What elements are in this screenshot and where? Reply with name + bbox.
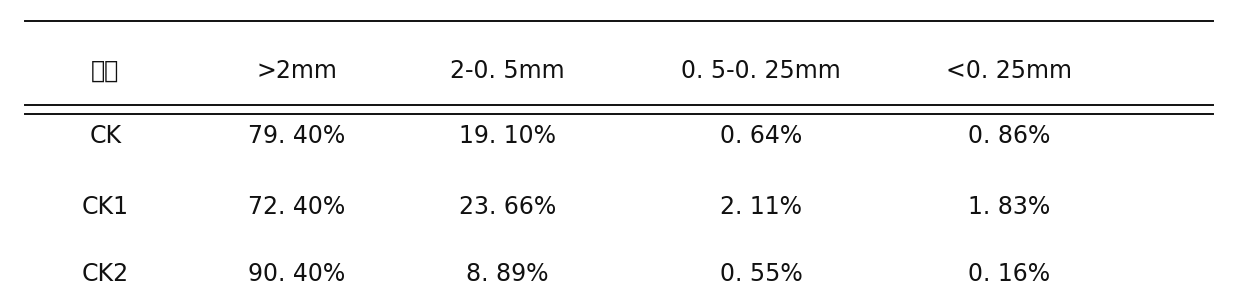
Text: 2. 11%: 2. 11% — [721, 194, 802, 219]
Text: 0. 86%: 0. 86% — [968, 124, 1050, 148]
Text: 0. 5-0. 25mm: 0. 5-0. 25mm — [681, 59, 842, 83]
Text: 19. 10%: 19. 10% — [459, 124, 556, 148]
Text: CK2: CK2 — [82, 262, 129, 286]
Text: 0. 16%: 0. 16% — [968, 262, 1050, 286]
Text: 72. 40%: 72. 40% — [249, 194, 345, 219]
Text: 90. 40%: 90. 40% — [249, 262, 345, 286]
Text: 8. 89%: 8. 89% — [467, 262, 548, 286]
Text: >2mm: >2mm — [256, 59, 338, 83]
Text: 23. 66%: 23. 66% — [459, 194, 556, 219]
Text: 0. 55%: 0. 55% — [721, 262, 802, 286]
Text: 2-0. 5mm: 2-0. 5mm — [451, 59, 565, 83]
Text: 79. 40%: 79. 40% — [249, 124, 345, 148]
Text: 0. 64%: 0. 64% — [721, 124, 802, 148]
Text: <0. 25mm: <0. 25mm — [946, 59, 1072, 83]
Text: 处理: 处理 — [92, 59, 119, 83]
Text: CK1: CK1 — [82, 194, 129, 219]
Text: CK: CK — [89, 124, 121, 148]
Text: 1. 83%: 1. 83% — [968, 194, 1050, 219]
